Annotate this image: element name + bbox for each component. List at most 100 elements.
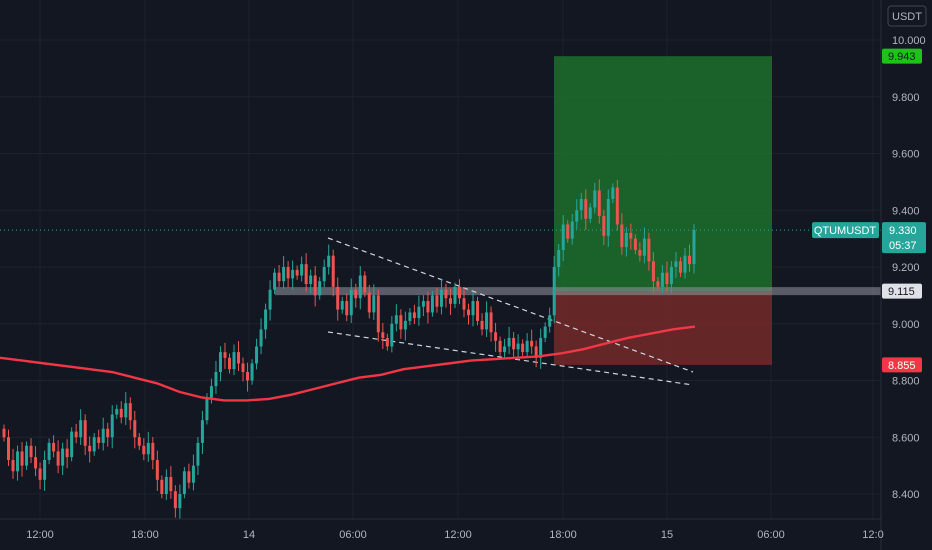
candle-body [241,363,245,372]
wedge-upper-line[interactable] [327,237,694,373]
candle-body [363,275,367,293]
candle-body [327,255,331,267]
candle-body [322,267,326,282]
candle-body [579,198,583,211]
time-tick-label: 06:00 [757,529,785,541]
candle-body [372,295,376,313]
countdown-label: 05:37 [889,240,917,252]
candle-body [282,267,286,282]
candle-body [340,301,344,310]
candle-body [70,431,74,458]
candle-body [182,471,186,494]
candle-body [88,445,92,452]
price-tick-label: 8.800 [892,376,920,388]
candle-body [246,371,250,381]
candle-body [530,340,534,347]
candle-body [575,210,579,222]
candle-body [403,320,407,330]
candle-body [498,340,502,353]
candle-body [110,414,114,438]
candle-body [52,442,56,452]
candle-body [318,281,322,296]
candle-body [394,315,398,324]
candle-body [651,261,655,282]
candle-body [543,326,547,338]
candle-body [151,442,155,460]
symbol-tag[interactable]: QTUMUSDT [812,222,879,239]
candle-body [494,332,498,341]
candle-body [597,190,601,216]
candle-body [250,363,254,381]
price-tick-label: 9.800 [892,92,920,104]
candle-body [539,337,543,358]
candle-body [642,238,646,256]
candle-body [7,437,11,460]
candle-body [119,408,123,418]
candle-body [205,397,209,421]
candle-body [227,357,231,370]
price-tick-label: 8.600 [892,432,920,444]
candle-body [412,312,416,319]
candle-body [421,301,425,307]
candle-body [286,267,290,279]
time-axis[interactable]: 12:00 18:00 14 06:00 12:00 18:00 15 06:00 12:0 [26,529,883,541]
time-tick-label: 15 [661,529,673,541]
currency-button[interactable]: USDT [887,5,927,27]
moving-average-group [0,325,696,402]
candle-body [606,198,610,236]
target-price-tag: 9.943 [882,48,922,64]
candle-body [358,275,362,299]
target-price-label: 9.943 [888,51,916,63]
candle-body [457,286,461,299]
candle-body [439,289,443,307]
candle-body [448,298,452,304]
candle-body [160,479,164,494]
candle-body [34,457,38,469]
candle-body [187,471,191,483]
candle-body [525,340,529,353]
candle-body [678,261,682,273]
candle-body [566,224,570,239]
candle-body [83,420,87,446]
candle-body [218,352,222,372]
candle-body [137,437,141,446]
price-tick-label: 9.600 [892,149,920,161]
candle-body [128,403,132,421]
price-tick-label: 9.000 [892,319,920,331]
loss-zone[interactable] [554,291,772,365]
candle-body [16,451,20,472]
candle-body [106,428,110,438]
candle-body [61,448,65,466]
price-axis[interactable]: 8.400 8.600 8.800 9.000 9.200 9.400 9.600 9.800… [892,35,926,501]
profit-zone[interactable] [554,56,772,292]
time-tick-label: 18:00 [549,529,577,541]
time-tick-label: 14 [243,529,255,541]
candle-body [633,238,637,250]
position-zones[interactable] [554,56,772,365]
candle-body [629,232,633,239]
candle-body [561,224,565,250]
last-price-tag: 9.330 05:37 [882,222,926,254]
price-tick-label: 9.400 [892,205,920,217]
candle-body [178,494,182,509]
price-tick-label: 8.400 [892,489,920,501]
candle-body [20,451,24,466]
candle-body [43,459,47,480]
candle-body [237,352,241,364]
entry-price-label: 9.115 [888,286,915,298]
candle-body [476,301,480,321]
candle-body [255,346,259,364]
candle-body [304,264,308,285]
time-tick-label: 06:00 [339,529,367,541]
candle-body [521,343,525,353]
candle-body [97,437,101,443]
candle-body [169,476,173,492]
candle-body [273,272,277,290]
candle-body [101,428,105,443]
entry-line [275,287,881,296]
candle-body [584,198,588,219]
candle-body [196,442,200,466]
candle-body [268,289,272,310]
